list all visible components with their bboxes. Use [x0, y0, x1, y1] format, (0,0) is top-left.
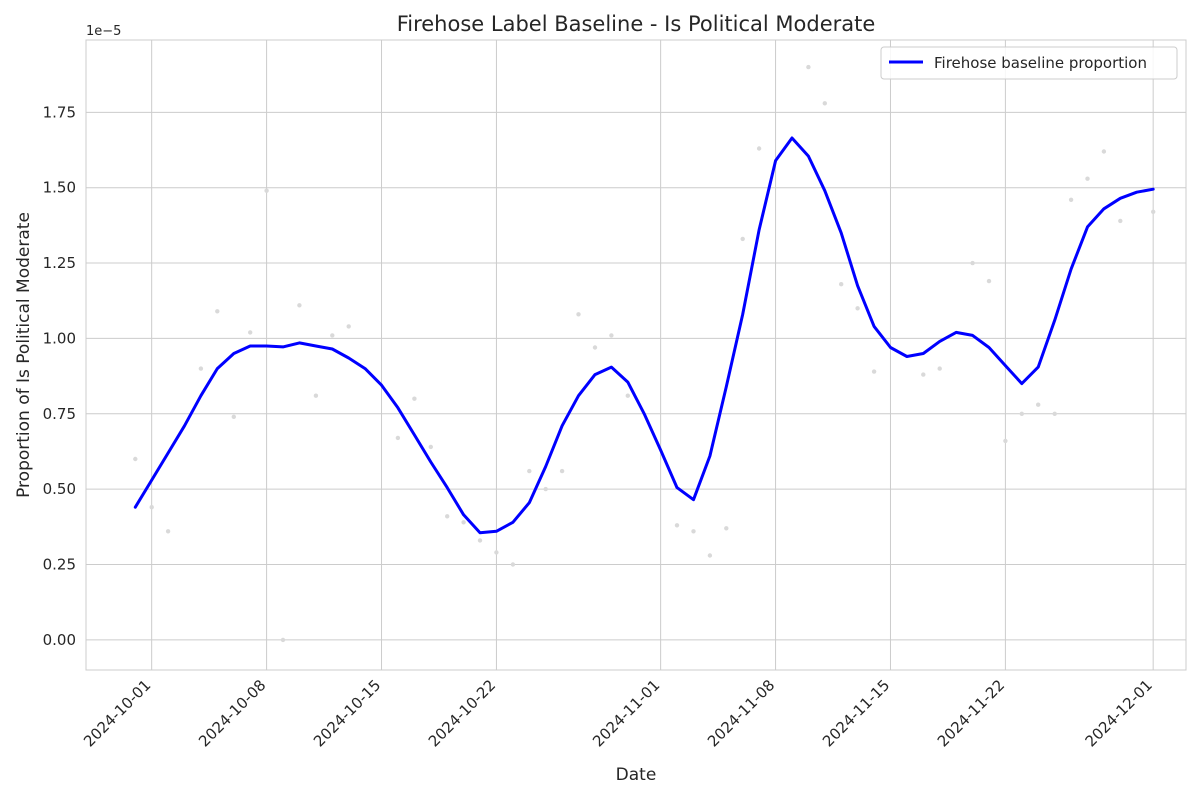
raw-point	[231, 414, 236, 419]
raw-point	[592, 345, 598, 350]
raw-point	[248, 330, 253, 335]
raw-point	[871, 369, 877, 374]
raw-point	[609, 333, 614, 338]
x-tick-label: 2024-11-01	[589, 676, 663, 750]
raw-point	[428, 444, 433, 450]
raw-point	[921, 372, 926, 377]
x-tick-label: 2024-10-22	[425, 676, 499, 750]
plot-area	[85, 39, 1187, 671]
y-tick-label: 1.75	[43, 103, 76, 121]
x-axis-label: Date	[616, 765, 657, 785]
raw-point	[806, 64, 811, 70]
raw-point	[264, 188, 269, 193]
x-tick-label: 2024-10-01	[80, 676, 154, 750]
raw-point	[527, 468, 532, 474]
x-tick-label: 2024-11-08	[704, 676, 778, 750]
y-tick-label: 0.00	[43, 631, 76, 649]
y-tick-label: 1.00	[43, 329, 76, 347]
raw-point	[280, 637, 286, 643]
y-tick-label: 1.25	[43, 254, 76, 272]
x-tick-label: 2024-12-01	[1082, 676, 1156, 750]
series-line-firehose-baseline	[133, 136, 1155, 535]
raw-point	[412, 396, 417, 401]
x-tick-label: 2024-11-15	[819, 676, 893, 750]
y-axis-label: Proportion of Is Political Moderate	[14, 212, 34, 498]
raw-point	[740, 236, 745, 242]
raw-point	[625, 393, 630, 398]
raw-point	[822, 101, 827, 106]
raw-point	[937, 366, 942, 371]
raw-point	[691, 529, 696, 534]
y-tick-label: 0.25	[43, 555, 76, 573]
raw-point	[1118, 218, 1123, 224]
raw-point	[724, 526, 729, 531]
raw-point	[461, 520, 466, 525]
raw-point	[1085, 176, 1090, 181]
raw-point	[445, 514, 450, 519]
legend-box	[880, 46, 1178, 80]
raw-point	[855, 306, 860, 311]
y-tick-label: 0.50	[43, 480, 76, 498]
raw-point	[330, 333, 335, 338]
raw-point	[313, 393, 319, 398]
raw-point	[477, 538, 483, 543]
y-tick-label: 1.50	[43, 179, 76, 197]
raw-point	[1101, 149, 1107, 154]
raw-point	[395, 435, 401, 441]
y-tick-label: 0.75	[43, 405, 76, 423]
raw-point	[839, 282, 844, 287]
raw-point	[1151, 209, 1156, 214]
raw-point	[543, 486, 548, 492]
raw-point	[1003, 438, 1008, 444]
raw-point	[707, 553, 713, 558]
series-lines	[133, 136, 1155, 535]
y-offset-label: 1e−5	[86, 24, 121, 39]
legend-label: Firehose baseline proportion	[934, 54, 1147, 72]
raw-point	[970, 260, 975, 266]
raw-point	[674, 523, 680, 528]
raw-point	[576, 312, 581, 317]
raw-point	[510, 562, 516, 567]
raw-point	[1019, 411, 1024, 416]
raw-points	[133, 64, 1156, 643]
raw-point	[133, 456, 138, 462]
raw-point	[756, 146, 762, 151]
raw-point	[215, 309, 220, 314]
x-tick-label: 2024-10-15	[310, 676, 384, 750]
raw-point	[165, 529, 171, 534]
raw-point	[559, 468, 565, 474]
chart-title: Firehose Label Baseline - Is Political M…	[397, 12, 876, 36]
raw-point	[986, 278, 992, 284]
raw-point	[1036, 402, 1041, 407]
raw-point	[198, 366, 204, 371]
raw-point	[149, 505, 154, 510]
x-tick-label: 2024-10-08	[195, 676, 269, 750]
raw-point	[494, 550, 499, 555]
x-tick-label: 2024-11-22	[934, 676, 1008, 750]
raw-point	[1068, 197, 1074, 202]
grid	[86, 40, 1186, 670]
legend: Firehose baseline proportion	[880, 46, 1178, 80]
raw-point	[346, 324, 351, 329]
raw-point	[1052, 411, 1057, 416]
raw-point	[297, 303, 302, 308]
